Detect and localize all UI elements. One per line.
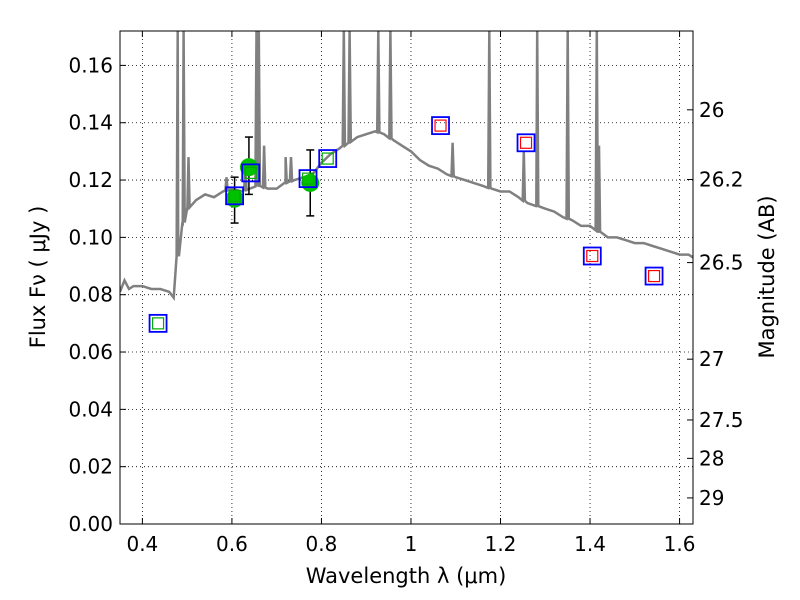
sed-spectrum bbox=[120, 31, 693, 301]
plot-frame bbox=[119, 30, 694, 525]
y-tick-label: 0.04 bbox=[68, 397, 113, 421]
x-axis-label: Wavelength λ (μm) bbox=[306, 564, 507, 588]
y2-tick-label: 26.2 bbox=[699, 167, 744, 191]
y2-tick-label: 28 bbox=[699, 446, 724, 470]
y2-tick-label: 26.5 bbox=[699, 251, 744, 275]
x-tick-label: 0.6 bbox=[216, 532, 248, 556]
y-tick-label: 0.02 bbox=[68, 455, 113, 479]
observed-point bbox=[225, 189, 244, 208]
x-ticks: 0.4 0.6 0.8 1 1.2 1.4 1.6 bbox=[126, 31, 695, 556]
y2-tick-label: 29 bbox=[699, 486, 724, 510]
model-point-inner bbox=[244, 166, 257, 179]
x-tick-label: 1.4 bbox=[574, 532, 606, 556]
model-point-inner bbox=[151, 317, 165, 330]
y2-axis-label: Magnitude (AB) bbox=[755, 195, 779, 358]
y-tick-label: 0.08 bbox=[68, 283, 113, 307]
x-tick-label: 1.6 bbox=[664, 532, 696, 556]
y-tick-label: 0.10 bbox=[68, 225, 113, 249]
model-point-inner bbox=[301, 172, 315, 185]
y2-tick-label: 27.5 bbox=[699, 408, 744, 432]
model-point-outer bbox=[582, 246, 602, 266]
y2-ticks: 26 26.2 26.5 27 27.5 28 29 bbox=[687, 98, 744, 510]
y-tick-label: 0.06 bbox=[68, 340, 113, 364]
model-point-outer bbox=[298, 169, 318, 189]
model-point-inner bbox=[586, 249, 599, 263]
y2-tick-label: 26 bbox=[699, 98, 724, 122]
y-axis-label: Flux Fν ( μJy ) bbox=[26, 206, 50, 349]
model-point-outer bbox=[431, 116, 450, 135]
y-ticks: 0.00 0.02 0.04 0.06 0.08 0.10 0.12 0.14 0.16 bbox=[68, 53, 126, 536]
model-point-inner bbox=[434, 119, 447, 132]
model-points bbox=[148, 116, 664, 333]
model-point-outer bbox=[225, 186, 245, 206]
y-tick-label: 0.00 bbox=[68, 512, 113, 536]
model-point-outer bbox=[241, 163, 261, 183]
model-point-inner bbox=[647, 269, 661, 283]
x-tick-label: 0.4 bbox=[126, 532, 158, 556]
model-point-inner bbox=[228, 189, 241, 202]
sed-line bbox=[120, 31, 693, 301]
x-tick-label: 1.2 bbox=[485, 532, 517, 556]
model-point-outer bbox=[148, 313, 168, 333]
y-tick-label: 0.12 bbox=[68, 168, 113, 192]
y-tick-label: 0.14 bbox=[68, 111, 113, 135]
x-tick-label: 0.8 bbox=[306, 532, 338, 556]
grid-lines bbox=[120, 31, 693, 525]
model-point-outer bbox=[516, 133, 536, 153]
y-tick-label: 0.16 bbox=[68, 53, 113, 77]
model-point-inner bbox=[321, 152, 334, 165]
model-point-outer bbox=[644, 266, 664, 286]
x-tick-label: 1 bbox=[405, 532, 418, 556]
model-point-outer bbox=[318, 149, 338, 168]
y2-tick-label: 27 bbox=[699, 347, 724, 371]
model-point-inner bbox=[519, 136, 533, 149]
